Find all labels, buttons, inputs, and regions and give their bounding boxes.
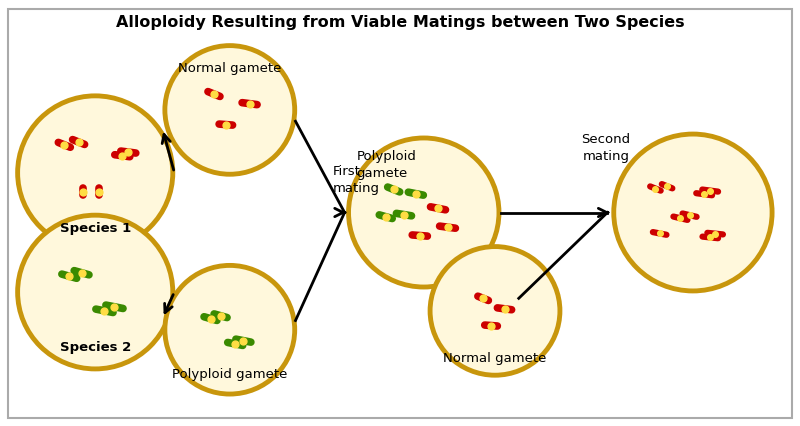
Text: Second
mating: Second mating: [582, 133, 630, 163]
Text: Alloploidy Resulting from Viable Matings between Two Species: Alloploidy Resulting from Viable Matings…: [116, 14, 684, 29]
Ellipse shape: [349, 138, 499, 288]
Ellipse shape: [165, 46, 294, 175]
Text: Normal gamete: Normal gamete: [178, 61, 282, 74]
Text: Normal gamete: Normal gamete: [443, 351, 546, 364]
Text: Species 1: Species 1: [59, 222, 131, 234]
Ellipse shape: [18, 97, 173, 250]
Text: First
mating: First mating: [333, 164, 380, 194]
Text: Polyploid gamete: Polyploid gamete: [172, 368, 287, 380]
Ellipse shape: [165, 266, 294, 394]
Ellipse shape: [614, 135, 772, 291]
Ellipse shape: [430, 247, 560, 375]
Ellipse shape: [18, 216, 173, 369]
Text: Polyploid
gamete: Polyploid gamete: [357, 150, 416, 180]
Text: Species 2: Species 2: [59, 340, 131, 353]
